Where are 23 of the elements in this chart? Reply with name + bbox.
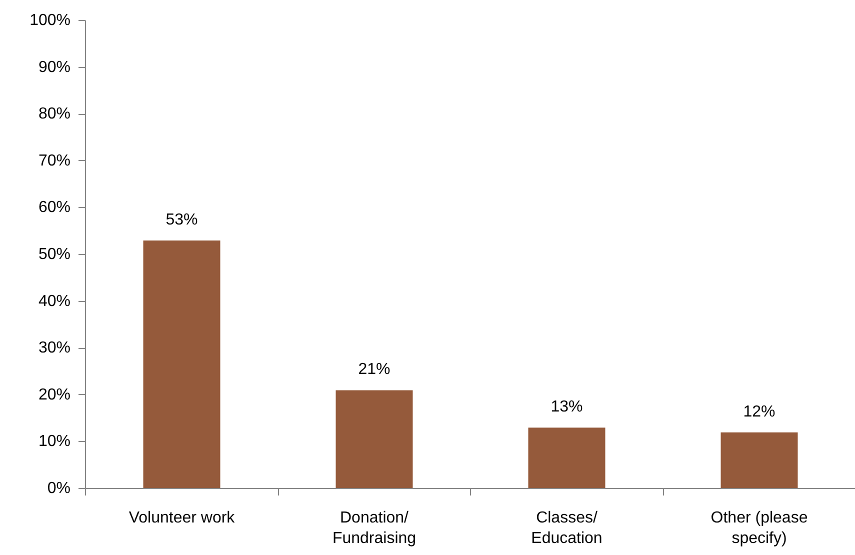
bar bbox=[720, 432, 798, 488]
x-tick-label: Other (please specify) bbox=[710, 510, 808, 547]
bar bbox=[528, 428, 606, 488]
y-tick-label: 90% bbox=[38, 58, 71, 76]
bar bbox=[143, 240, 220, 488]
data-label: 21% bbox=[358, 361, 390, 378]
y-tick-label: 30% bbox=[38, 340, 71, 357]
y-tick-label: 60% bbox=[38, 199, 71, 216]
x-tick-label: Volunteer work bbox=[128, 510, 236, 526]
data-label: 53% bbox=[166, 211, 198, 228]
bar bbox=[336, 390, 413, 488]
y-tick-label: 100% bbox=[30, 12, 70, 29]
data-label: 13% bbox=[550, 398, 583, 416]
x-tick-label: Donation/ Fundraising bbox=[332, 510, 416, 547]
y-tick-label: 0% bbox=[47, 480, 70, 497]
y-tick-label: 20% bbox=[38, 386, 71, 404]
y-tick-label: 70% bbox=[38, 152, 71, 170]
x-tick-label: Classes/ Education bbox=[531, 510, 602, 547]
y-tick-label: 40% bbox=[38, 292, 71, 310]
y-tick-label: 10% bbox=[38, 433, 71, 450]
data-label: 12% bbox=[743, 403, 776, 420]
y-tick-label: 80% bbox=[38, 106, 71, 123]
y-tick-label: 50% bbox=[38, 246, 71, 263]
